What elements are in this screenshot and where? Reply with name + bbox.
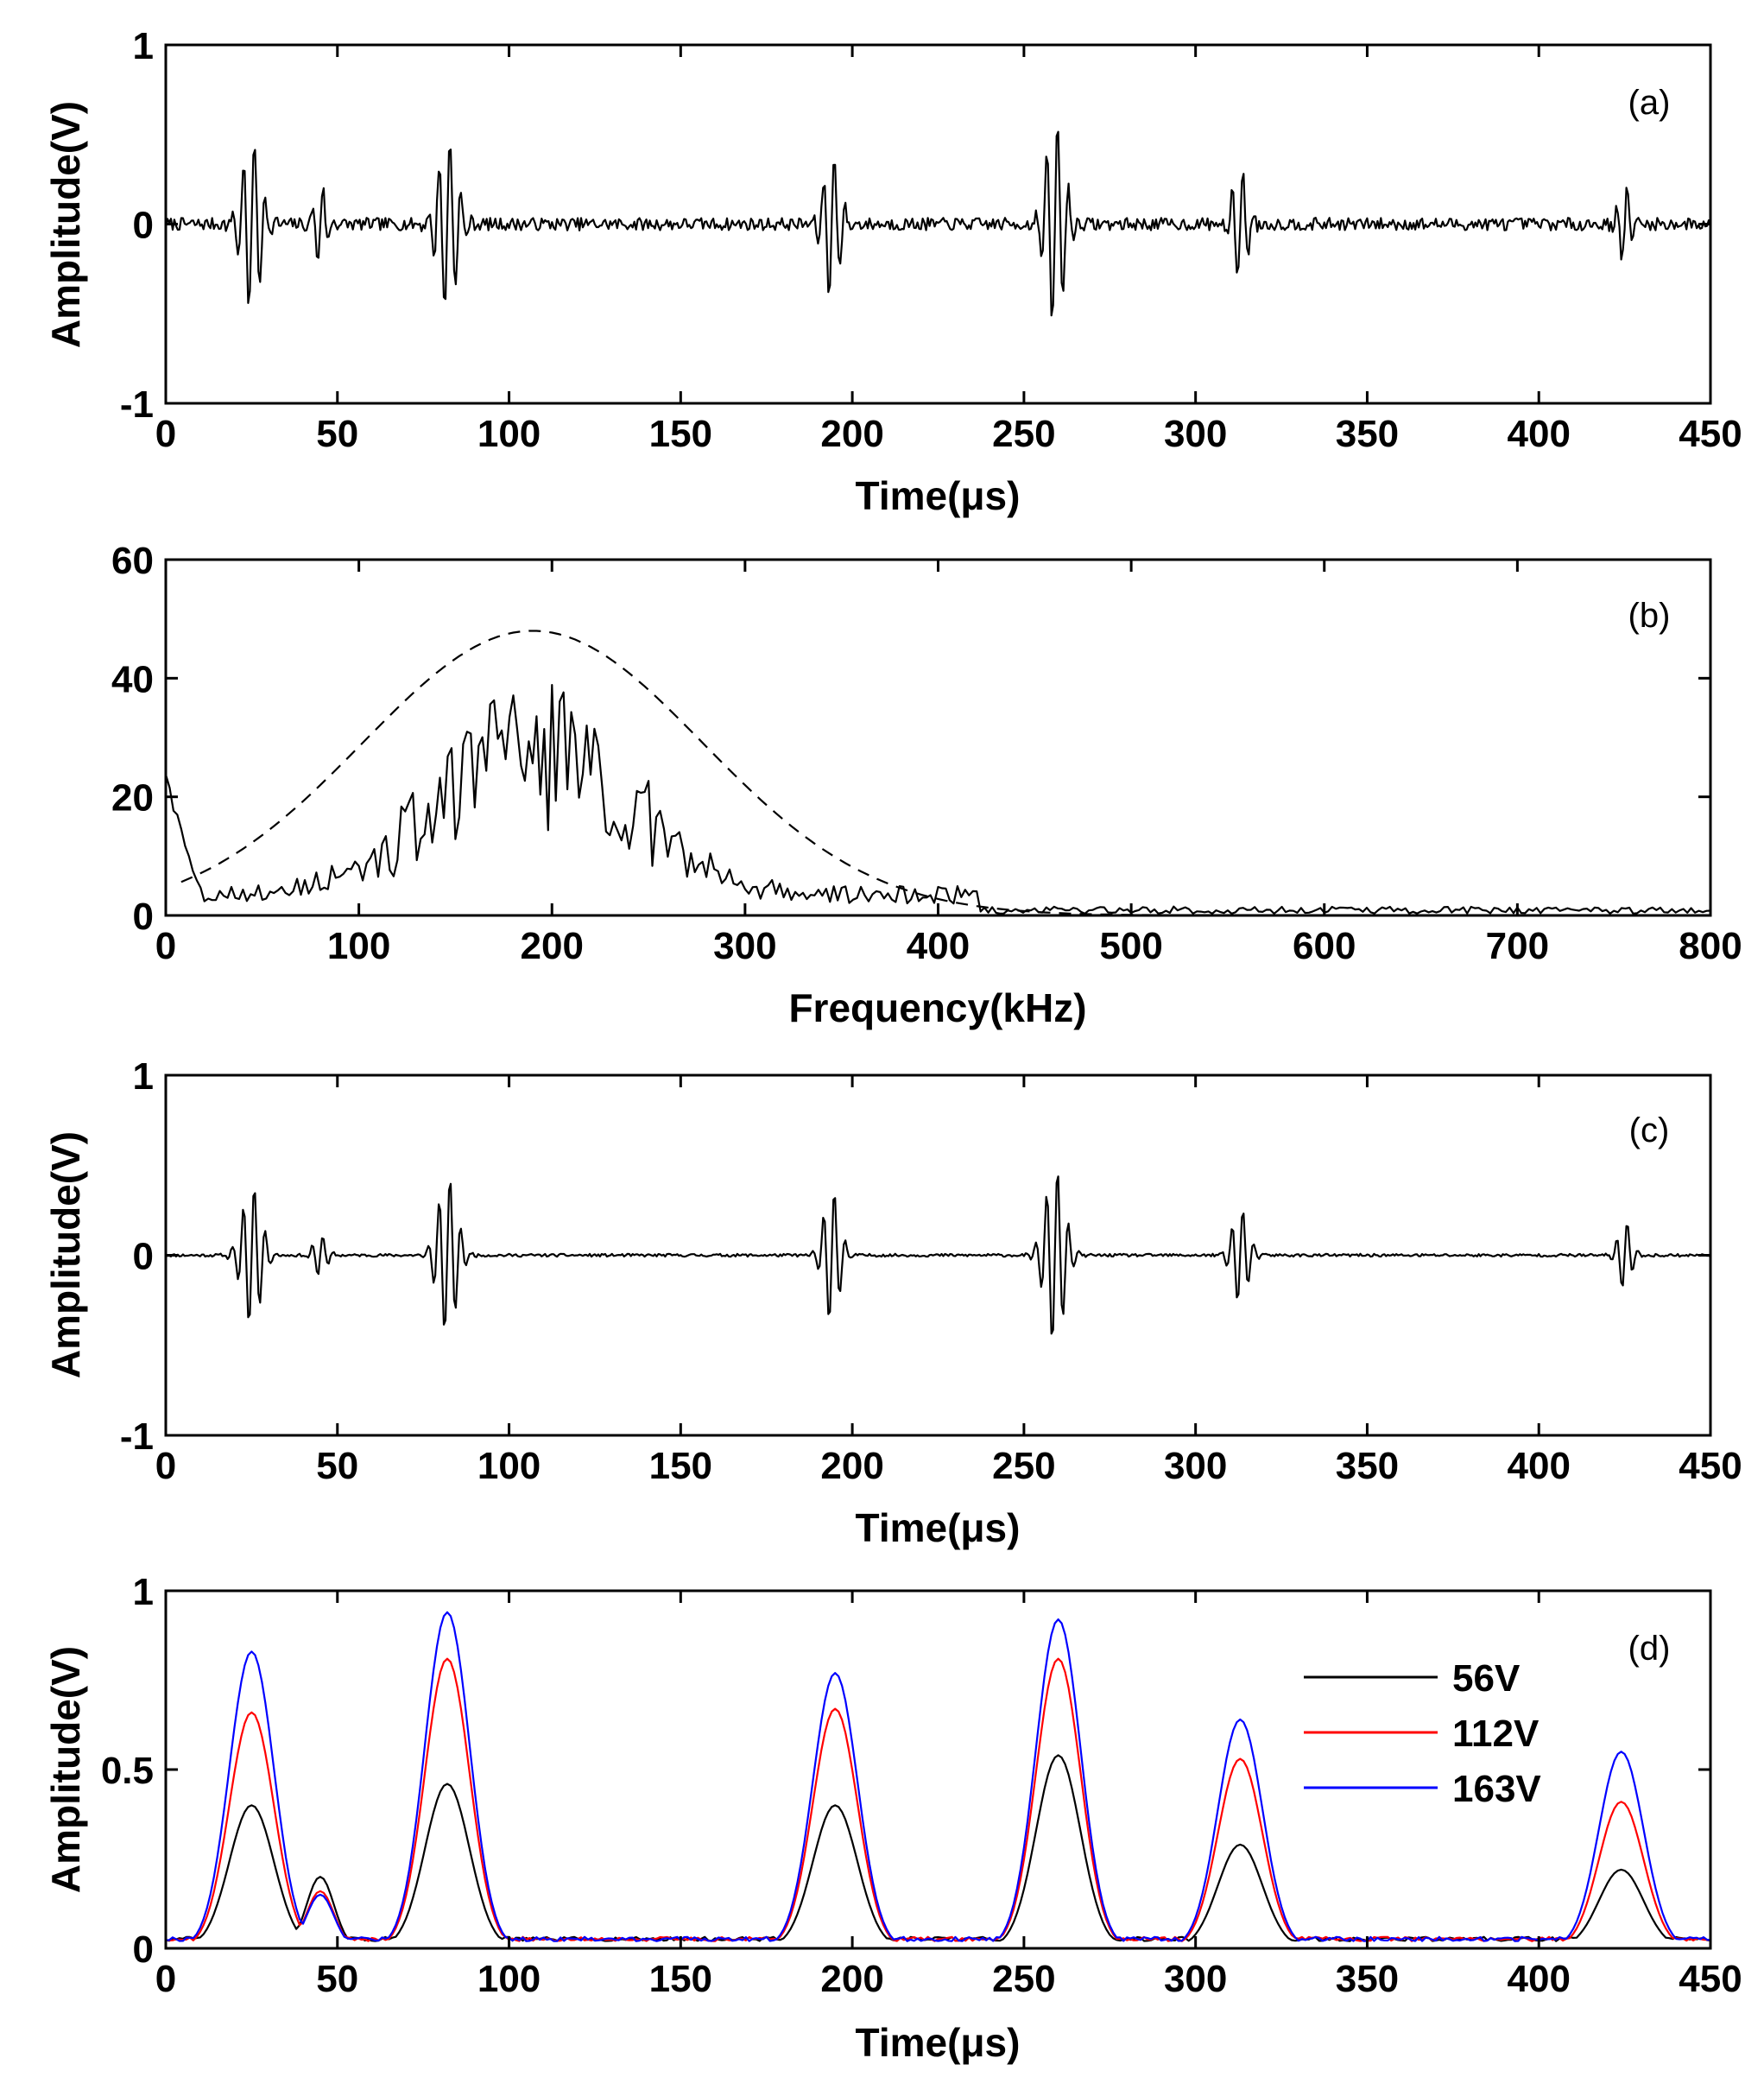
panel-a-x-tick-label: 200 [820,413,883,455]
legend-label-112V: 112V [1452,1713,1540,1755]
panel-d-x-tick-label: 350 [1336,1958,1399,2000]
panel-a-x-tick-label: 400 [1508,413,1571,455]
panel-a: 0 50 100 150 200 250 300 350 400 450-101 (a) Time… [43,25,1742,518]
panel-b-y-tick-label: 20 [111,777,154,820]
panel-b-x-tick-label: 200 [521,925,584,967]
panel-a-waveform-line [164,130,1712,317]
panel-b-spectrum-line [164,683,1711,915]
panel-d-x-tick-label: 400 [1508,1958,1571,2000]
panel-a-x-tick-label: 100 [477,413,541,455]
panel-b-x-tick-label: 100 [327,925,390,967]
panel-b-x-tick-label: 300 [713,925,776,967]
panel-b-plot-area [164,630,1711,917]
panel-b-x-tick-label: 400 [907,925,970,967]
legend-label-56V: 56V [1452,1657,1521,1700]
panel-b-x-axis-label: Frequency(kHz) [788,985,1086,1030]
panel-c-x-tick-label: 50 [316,1445,358,1487]
panel-c-x-tick-label: 100 [477,1445,541,1487]
panel-a-x-tick-label: 0 [155,413,176,455]
panel-c-x-tick-label: 400 [1508,1445,1571,1487]
panel-c-ticks: 0 50 100 150 200 250 300 350 400 450-101 [120,1055,1742,1487]
panel-b-x-tick-label: 0 [155,925,176,967]
panel-d-x-tick-label: 450 [1679,1958,1742,2000]
panel-c-plot-area [165,1175,1711,1335]
panel-d-series-163V-line [165,1611,1711,1942]
panel-b-y-tick-label: 40 [111,658,154,700]
panel-c-x-tick-label: 450 [1679,1445,1742,1487]
panel-b-y-tick-label: 60 [111,540,154,582]
panel-d-series-56V-line [165,1754,1711,1942]
panel-c-x-axis-label: Time(μs) [856,1505,1021,1550]
panel-c: 0 50 100 150 200 250 300 350 400 450-101 (c) Time… [43,1055,1742,1550]
panel-c-waveform-line [165,1175,1711,1335]
panel-c-y-axis-label: Amplitude(V) [43,1131,88,1378]
panel-c-x-tick-label: 200 [820,1445,883,1487]
panel-b-x-tick-label: 600 [1293,925,1356,967]
panel-b-envelope-dashed-line [180,630,1248,917]
panel-d-x-tick-label: 0 [155,1958,176,2000]
panel-a-y-axis-label: Amplitude(V) [43,101,88,348]
panel-b-x-tick-label: 800 [1679,925,1742,967]
panel-a-y-tick-label: 0 [133,205,154,247]
panel-b-y-tick-label: 0 [133,896,154,938]
panel-c-y-tick-label: 1 [133,1055,154,1098]
panel-a-x-tick-label: 250 [992,413,1055,455]
panel-d: 0 50 100 150 200 250 300 350 400 450 0 0.5 1 (d) Tim… [43,1571,1742,2065]
panel-d-x-tick-label: 150 [649,1958,712,2000]
panel-c-tag: (c) [1629,1111,1670,1149]
panel-d-y-tick-label: 1 [133,1571,154,1613]
panel-a-axes-frame [164,43,1712,405]
panel-d-x-tick-label: 100 [477,1958,541,2000]
panel-b-x-tick-label: 700 [1486,925,1549,967]
panel-b-ticks: 0 100 200 300 400 500 600 700 800 0 20 40 60 [111,540,1742,967]
panel-a-y-tick-label: -1 [120,383,154,426]
panel-d-plot-area [165,1611,1711,1942]
panel-c-x-tick-label: 300 [1164,1445,1227,1487]
panel-a-x-tick-label: 350 [1336,413,1399,455]
panel-a-tag: (a) [1628,84,1671,122]
panel-a-x-tick-label: 150 [649,413,712,455]
panel-d-x-tick-label: 300 [1164,1958,1227,2000]
legend-label-163V: 163V [1452,1768,1541,1810]
panel-d-ticks: 0 50 100 150 200 250 300 350 400 450 0 0.5 1 [101,1571,1742,2000]
panel-c-y-tick-label: -1 [120,1415,154,1458]
panel-d-x-axis-label: Time(μs) [856,2020,1021,2065]
panel-c-x-tick-label: 0 [155,1445,176,1487]
panel-d-legend: 56V 112V 163V [1304,1657,1541,1810]
panel-a-x-tick-label: 450 [1679,413,1742,455]
panel-c-x-tick-label: 350 [1336,1445,1399,1487]
panel-d-y-tick-label: 0 [133,1928,154,1971]
panel-a-x-tick-label: 50 [316,413,358,455]
panel-d-y-axis-label: Amplitude(V) [43,1646,88,1893]
panel-d-x-tick-label: 200 [820,1958,883,2000]
panel-a-plot-area [164,130,1712,317]
panel-c-x-tick-label: 150 [649,1445,712,1487]
panel-b: 0 100 200 300 400 500 600 700 800 0 20 40 60 (b) Fre… [111,540,1742,1030]
panel-a-y-tick-label: 1 [133,25,154,67]
panel-d-x-tick-label: 250 [992,1958,1055,2000]
panel-a-x-axis-label: Time(μs) [856,473,1021,518]
panel-c-x-tick-label: 250 [992,1445,1055,1487]
panel-b-x-tick-label: 500 [1099,925,1162,967]
panel-a-ticks: 0 50 100 150 200 250 300 350 400 450-101 [120,25,1742,455]
panel-c-y-tick-label: 0 [133,1236,154,1278]
panel-d-y-tick-label: 0.5 [101,1750,154,1792]
panel-b-tag: (b) [1628,597,1671,635]
panel-d-x-tick-label: 50 [316,1958,358,2000]
panel-d-tag: (d) [1628,1630,1671,1668]
panel-d-series-112V-line [165,1657,1711,1942]
panel-a-x-tick-label: 300 [1164,413,1227,455]
